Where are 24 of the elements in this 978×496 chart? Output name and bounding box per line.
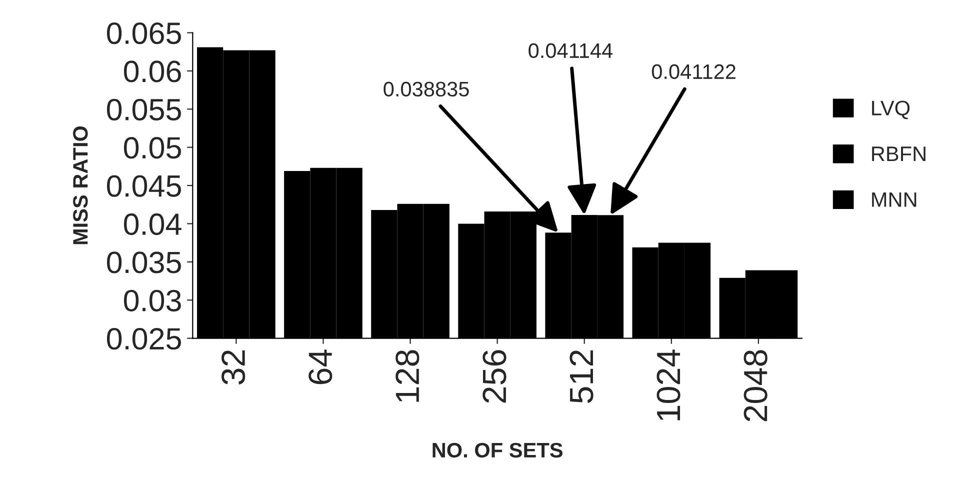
- x-tick-label: 128: [396, 350, 420, 402]
- x-axis-title: NO. OF SETS: [432, 442, 562, 458]
- data-label: 0.038835: [384, 82, 469, 97]
- y-tick-label: 0.045: [106, 175, 181, 197]
- y-tick-label: 0.06: [124, 60, 181, 82]
- legend-label: RBFN: [872, 146, 926, 162]
- data-label: 0.041144: [528, 43, 613, 58]
- y-tick-label: 0.035: [106, 252, 181, 274]
- y-tick-label: 0.025: [106, 328, 181, 350]
- y-tick-label: 0.05: [124, 137, 181, 159]
- x-tick-label: 64: [308, 350, 332, 384]
- x-tick-label: 1024: [656, 350, 680, 420]
- legend-label: LVQ: [872, 100, 910, 120]
- y-tick-label: 0.065: [106, 22, 181, 44]
- x-tick-label: 2048: [744, 350, 768, 422]
- x-tick-label: 512: [570, 350, 594, 403]
- legend-label: MNN: [872, 192, 916, 207]
- y-axis-title: MISS RATIO: [73, 126, 88, 244]
- y-tick-label: 0.04: [124, 213, 182, 236]
- x-tick-label: 32: [222, 350, 246, 384]
- x-tick-label: 256: [482, 350, 506, 403]
- data-label: 0.041122: [652, 64, 736, 80]
- y-tick-label: 0.03: [124, 290, 181, 312]
- y-tick-label: 0.055: [106, 98, 181, 120]
